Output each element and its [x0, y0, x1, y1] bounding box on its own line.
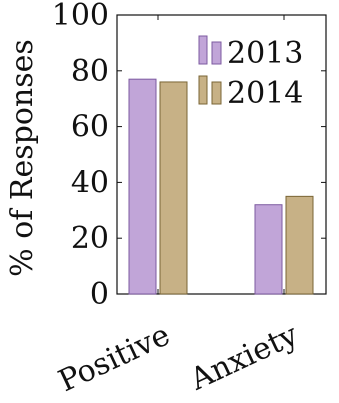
legend-swatch	[198, 35, 208, 65]
y-tick-label: 60	[71, 110, 109, 145]
bar-2014-positive	[159, 81, 188, 295]
legend-entry: 2013	[198, 35, 303, 71]
legend-label: 2013	[227, 36, 303, 71]
axes	[116, 14, 327, 295]
plot-frame	[116, 14, 327, 295]
y-tick-label: 40	[71, 165, 109, 200]
x-tick-label: Positive	[53, 318, 175, 400]
bars	[128, 78, 314, 295]
bar-2013-anxiety	[254, 204, 283, 295]
y-tick-label: 0	[90, 277, 109, 312]
bar-2013-positive	[128, 78, 157, 295]
bar-2014-anxiety	[285, 195, 314, 295]
legend-swatch	[198, 75, 208, 105]
legend-entry: 2014	[198, 75, 303, 111]
legend-swatch	[211, 41, 222, 65]
legend: 2013 2014	[198, 35, 303, 111]
y-axis-title: % of Responses	[5, 39, 40, 277]
y-tick-label: 20	[71, 221, 109, 256]
legend-label: 2014	[227, 76, 303, 111]
y-tick-label: 100	[52, 0, 109, 33]
y-tick-label: 80	[71, 54, 109, 89]
x-tick-label: Anxiety	[184, 318, 303, 398]
legend-swatch	[211, 81, 222, 105]
